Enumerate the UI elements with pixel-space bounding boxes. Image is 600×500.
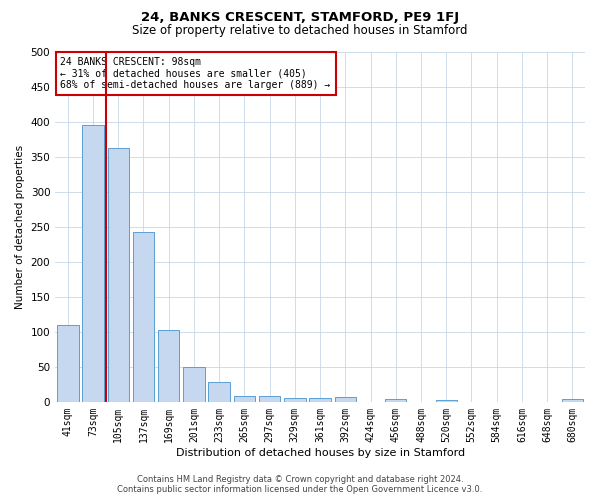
Bar xyxy=(284,398,305,402)
Text: Size of property relative to detached houses in Stamford: Size of property relative to detached ho… xyxy=(132,24,468,37)
Text: Contains HM Land Registry data © Crown copyright and database right 2024.
Contai: Contains HM Land Registry data © Crown c… xyxy=(118,474,482,494)
Text: 24 BANKS CRESCENT: 98sqm
← 31% of detached houses are smaller (405)
68% of semi-: 24 BANKS CRESCENT: 98sqm ← 31% of detach… xyxy=(61,57,331,90)
Bar xyxy=(233,396,255,402)
Bar xyxy=(107,148,129,402)
Bar xyxy=(310,398,331,402)
Text: 24, BANKS CRESCENT, STAMFORD, PE9 1FJ: 24, BANKS CRESCENT, STAMFORD, PE9 1FJ xyxy=(141,11,459,24)
X-axis label: Distribution of detached houses by size in Stamford: Distribution of detached houses by size … xyxy=(176,448,464,458)
Bar xyxy=(133,232,154,402)
Bar xyxy=(436,400,457,402)
Bar xyxy=(57,325,79,402)
Bar xyxy=(562,399,583,402)
Bar xyxy=(82,125,104,402)
Bar xyxy=(385,399,406,402)
Y-axis label: Number of detached properties: Number of detached properties xyxy=(15,144,25,308)
Bar xyxy=(208,382,230,402)
Bar xyxy=(183,367,205,402)
Bar xyxy=(158,330,179,402)
Bar xyxy=(259,396,280,402)
Bar xyxy=(335,397,356,402)
